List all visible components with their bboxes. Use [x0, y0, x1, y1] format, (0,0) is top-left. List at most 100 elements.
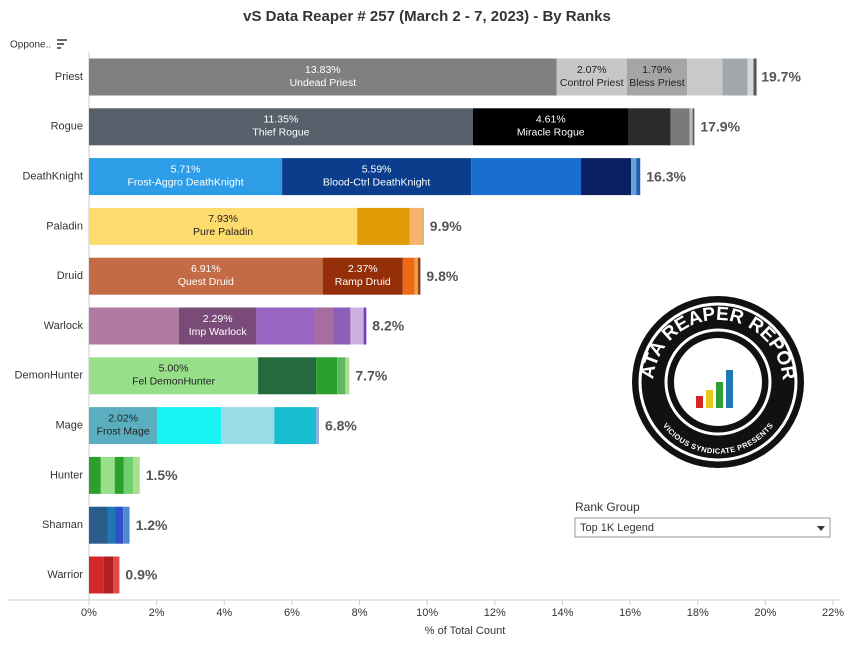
category-label: Rogue [51, 121, 83, 133]
bar-segment [722, 58, 748, 96]
total-label: 7.7% [355, 368, 387, 384]
x-tick-label: 0% [81, 607, 97, 619]
x-tick-label: 18% [687, 607, 709, 619]
bar-segment [178, 307, 257, 345]
x-tick-label: 2% [149, 607, 165, 619]
x-tick-label: 10% [416, 607, 438, 619]
x-tick-label: 14% [551, 607, 573, 619]
segment-name: Bless Priest [629, 77, 685, 89]
bar-segment [556, 58, 627, 96]
segment-name: Ramp Druid [335, 276, 391, 288]
total-label: 16.3% [646, 168, 686, 184]
segment-name: Thief Rogue [252, 127, 309, 139]
total-label: 17.9% [700, 119, 740, 135]
bar-segment [753, 58, 757, 96]
x-tick-label: 6% [284, 607, 300, 619]
bar-segment [402, 257, 415, 295]
bar-segment [115, 506, 124, 544]
bar-segment [636, 158, 641, 196]
bar-segment [333, 307, 351, 345]
bar-segment [89, 158, 283, 196]
category-label: DemonHunter [15, 370, 84, 382]
total-label: 0.9% [125, 567, 157, 583]
bar-segment [258, 357, 317, 395]
segment-name: Imp Warlock [189, 326, 248, 338]
bar-segment [274, 407, 317, 445]
bar-segment [113, 556, 120, 594]
total-label: 1.5% [146, 467, 178, 483]
total-label: 1.2% [136, 517, 168, 533]
bar-segment [89, 407, 158, 445]
category-label: DeathKnight [22, 171, 83, 183]
bar-segment [89, 357, 259, 395]
segment-name: Undead Priest [290, 77, 357, 89]
bar-segment [692, 108, 695, 146]
segment-name: Miracle Rogue [517, 127, 585, 139]
value-label: 5.71% [171, 163, 201, 175]
total-label: 8.2% [372, 318, 404, 334]
bar-segment [256, 307, 316, 345]
filter-dropdown[interactable]: Top 1K Legend [574, 517, 831, 538]
bar-segment [414, 257, 419, 295]
segment-name: Quest Druid [178, 276, 234, 288]
segment-name: Frost Mage [97, 425, 150, 437]
bar-segment [315, 307, 334, 345]
segment-name: Pure Paladin [193, 226, 253, 238]
bar-segment [89, 257, 323, 295]
segment-name: Blood-Ctrl DeathKnight [323, 176, 430, 188]
bar-segment [322, 257, 403, 295]
category-label: Warrior [47, 569, 83, 581]
bar-segment [89, 456, 101, 494]
segment-name: Frost-Aggro DeathKnight [127, 176, 243, 188]
value-label: 11.35% [263, 114, 298, 126]
bar-segment [316, 357, 338, 395]
bar-segment [350, 307, 364, 345]
category-label: Hunter [50, 469, 83, 481]
sort-label[interactable]: Oppone.. [10, 40, 51, 51]
bar-segment [123, 456, 133, 494]
bar-segment [89, 108, 473, 146]
bar-segment [687, 58, 723, 96]
bar-segment [747, 58, 754, 96]
value-label: 5.00% [159, 363, 189, 375]
x-tick-label: 4% [216, 607, 232, 619]
x-tick-label: 12% [484, 607, 506, 619]
total-label: 6.8% [325, 417, 357, 433]
chart-title: vS Data Reaper # 257 (March 2 - 7, 2023)… [243, 8, 611, 25]
value-label: 5.59% [362, 163, 392, 175]
dropdown-box[interactable] [574, 517, 831, 538]
bar-segment [418, 257, 421, 295]
segment-name: Control Priest [560, 77, 624, 89]
bar-segment [132, 456, 140, 494]
value-label: 6.91% [191, 263, 221, 275]
x-axis-label: % of Total Count [425, 625, 506, 637]
x-tick-label: 22% [822, 607, 844, 619]
bar-segment [363, 307, 367, 345]
bar-segment [471, 158, 582, 196]
category-label: Paladin [46, 220, 83, 232]
total-label: 19.7% [761, 69, 801, 85]
bar-segment [221, 407, 275, 445]
bar-segment [409, 207, 422, 245]
bar-segment [89, 506, 108, 544]
category-label: Priest [55, 71, 83, 83]
dropdown-arrow[interactable] [817, 526, 825, 531]
bar-segment [157, 407, 222, 445]
value-label: 13.83% [305, 64, 341, 76]
bar-segment [345, 357, 350, 395]
bar-segment [100, 456, 115, 494]
bar-segment [316, 407, 319, 445]
bar-segment [421, 207, 424, 245]
bar-segment [114, 456, 124, 494]
value-label: 1.79% [642, 64, 672, 76]
dropdown-value[interactable]: Top 1K Legend [580, 522, 654, 534]
sort-icon[interactable] [57, 39, 67, 49]
filter-label: Rank Group [575, 500, 640, 514]
bar-segment [337, 357, 346, 395]
bar-segment [89, 556, 104, 594]
value-label: 2.37% [348, 263, 378, 275]
bar-segment [103, 556, 114, 594]
segment-name: Fel DemonHunter [132, 376, 215, 388]
bar-segment [89, 307, 179, 345]
